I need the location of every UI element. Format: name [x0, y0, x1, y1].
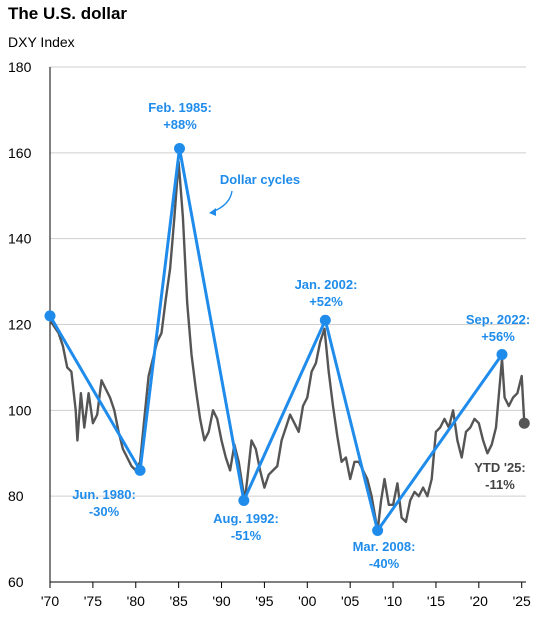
- x-tick-label: '80: [127, 593, 145, 609]
- annotation-label: Dollar cycles: [220, 172, 300, 187]
- annotation-text: Dollar cycles: [220, 172, 300, 187]
- x-tick-label: '75: [84, 593, 102, 609]
- cycle-point: [134, 464, 146, 476]
- annotation-text: -11%: [485, 477, 515, 492]
- annotation-text: Jan. 2002:: [295, 277, 358, 292]
- x-tick-label: '90: [212, 593, 230, 609]
- chart-subtitle: DXY Index: [8, 34, 75, 50]
- annotation-label: Feb. 1985: +88%: [148, 100, 212, 132]
- annotation-label: YTD '25: -11%: [474, 460, 526, 492]
- ytd-end-point: [518, 417, 530, 429]
- gridlines: [49, 66, 526, 583]
- annotation-label: Jan. 2002: +52%: [295, 277, 358, 309]
- series: [49, 160, 530, 532]
- x-tick-label: '95: [255, 593, 273, 609]
- chart-title: The U.S. dollar: [8, 4, 128, 23]
- x-tick-label: '15: [427, 593, 445, 609]
- y-axis-ticks: 60 80 100 120 140 160 180: [8, 59, 32, 590]
- x-tick-label: '00: [298, 593, 316, 609]
- cycle-point: [496, 349, 508, 361]
- x-tick-label: '25: [513, 593, 531, 609]
- x-tick-label: '05: [341, 593, 359, 609]
- annotation-label: Sep. 2022: +56%: [466, 312, 530, 344]
- y-tick-label: 100: [8, 402, 32, 418]
- annotation-text: Feb. 1985:: [148, 100, 212, 115]
- annotation-text: -51%: [231, 528, 262, 543]
- annotation-text: YTD '25:: [474, 460, 526, 475]
- annotation-text: +88%: [163, 117, 197, 132]
- x-tick-label: '20: [470, 593, 488, 609]
- y-tick-label: 80: [8, 488, 24, 504]
- dxy-index-line: [49, 160, 526, 532]
- cycle-point: [238, 494, 250, 506]
- x-tick-label: '85: [170, 593, 188, 609]
- annotation-text: Sep. 2022:: [466, 312, 530, 327]
- y-tick-label: 120: [8, 317, 32, 333]
- annotation-text: Jun. 1980:: [72, 487, 136, 502]
- y-tick-label: 60: [8, 574, 24, 590]
- annotation-text: +52%: [309, 294, 343, 309]
- y-tick-label: 180: [8, 59, 32, 75]
- x-tick-label: '70: [41, 593, 59, 609]
- annotation-label: Mar. 2008: -40%: [353, 539, 416, 571]
- cycles-arrow-head: [209, 208, 216, 216]
- y-tick-label: 140: [8, 231, 32, 247]
- y-tick-label: 160: [8, 145, 32, 161]
- x-axis-ticks: '70 '75 '80 '85 '90 '95 '00 '05 '10 '15 '20 '25: [41, 582, 531, 609]
- cycle-line: [48, 147, 504, 532]
- cycle-point: [372, 525, 384, 536]
- dollar-cycles: [44, 143, 508, 536]
- annotation-text: -30%: [89, 504, 120, 519]
- cycle-point: [44, 310, 56, 322]
- x-tick-label: '10: [384, 593, 402, 609]
- annotations: Feb. 1985: +88% Jun. 1980: -30% Aug. 1992: -5…: [72, 100, 530, 571]
- annotation-label: Aug. 1992: -51%: [213, 511, 279, 543]
- cycle-point: [174, 143, 186, 155]
- annotation-text: -40%: [369, 556, 400, 571]
- cycle-point: [319, 314, 331, 326]
- annotation-text: Aug. 1992:: [213, 511, 279, 526]
- annotation-text: Mar. 2008:: [353, 539, 416, 554]
- annotation-label: Jun. 1980: -30%: [72, 487, 136, 519]
- annotation-text: +56%: [481, 329, 515, 344]
